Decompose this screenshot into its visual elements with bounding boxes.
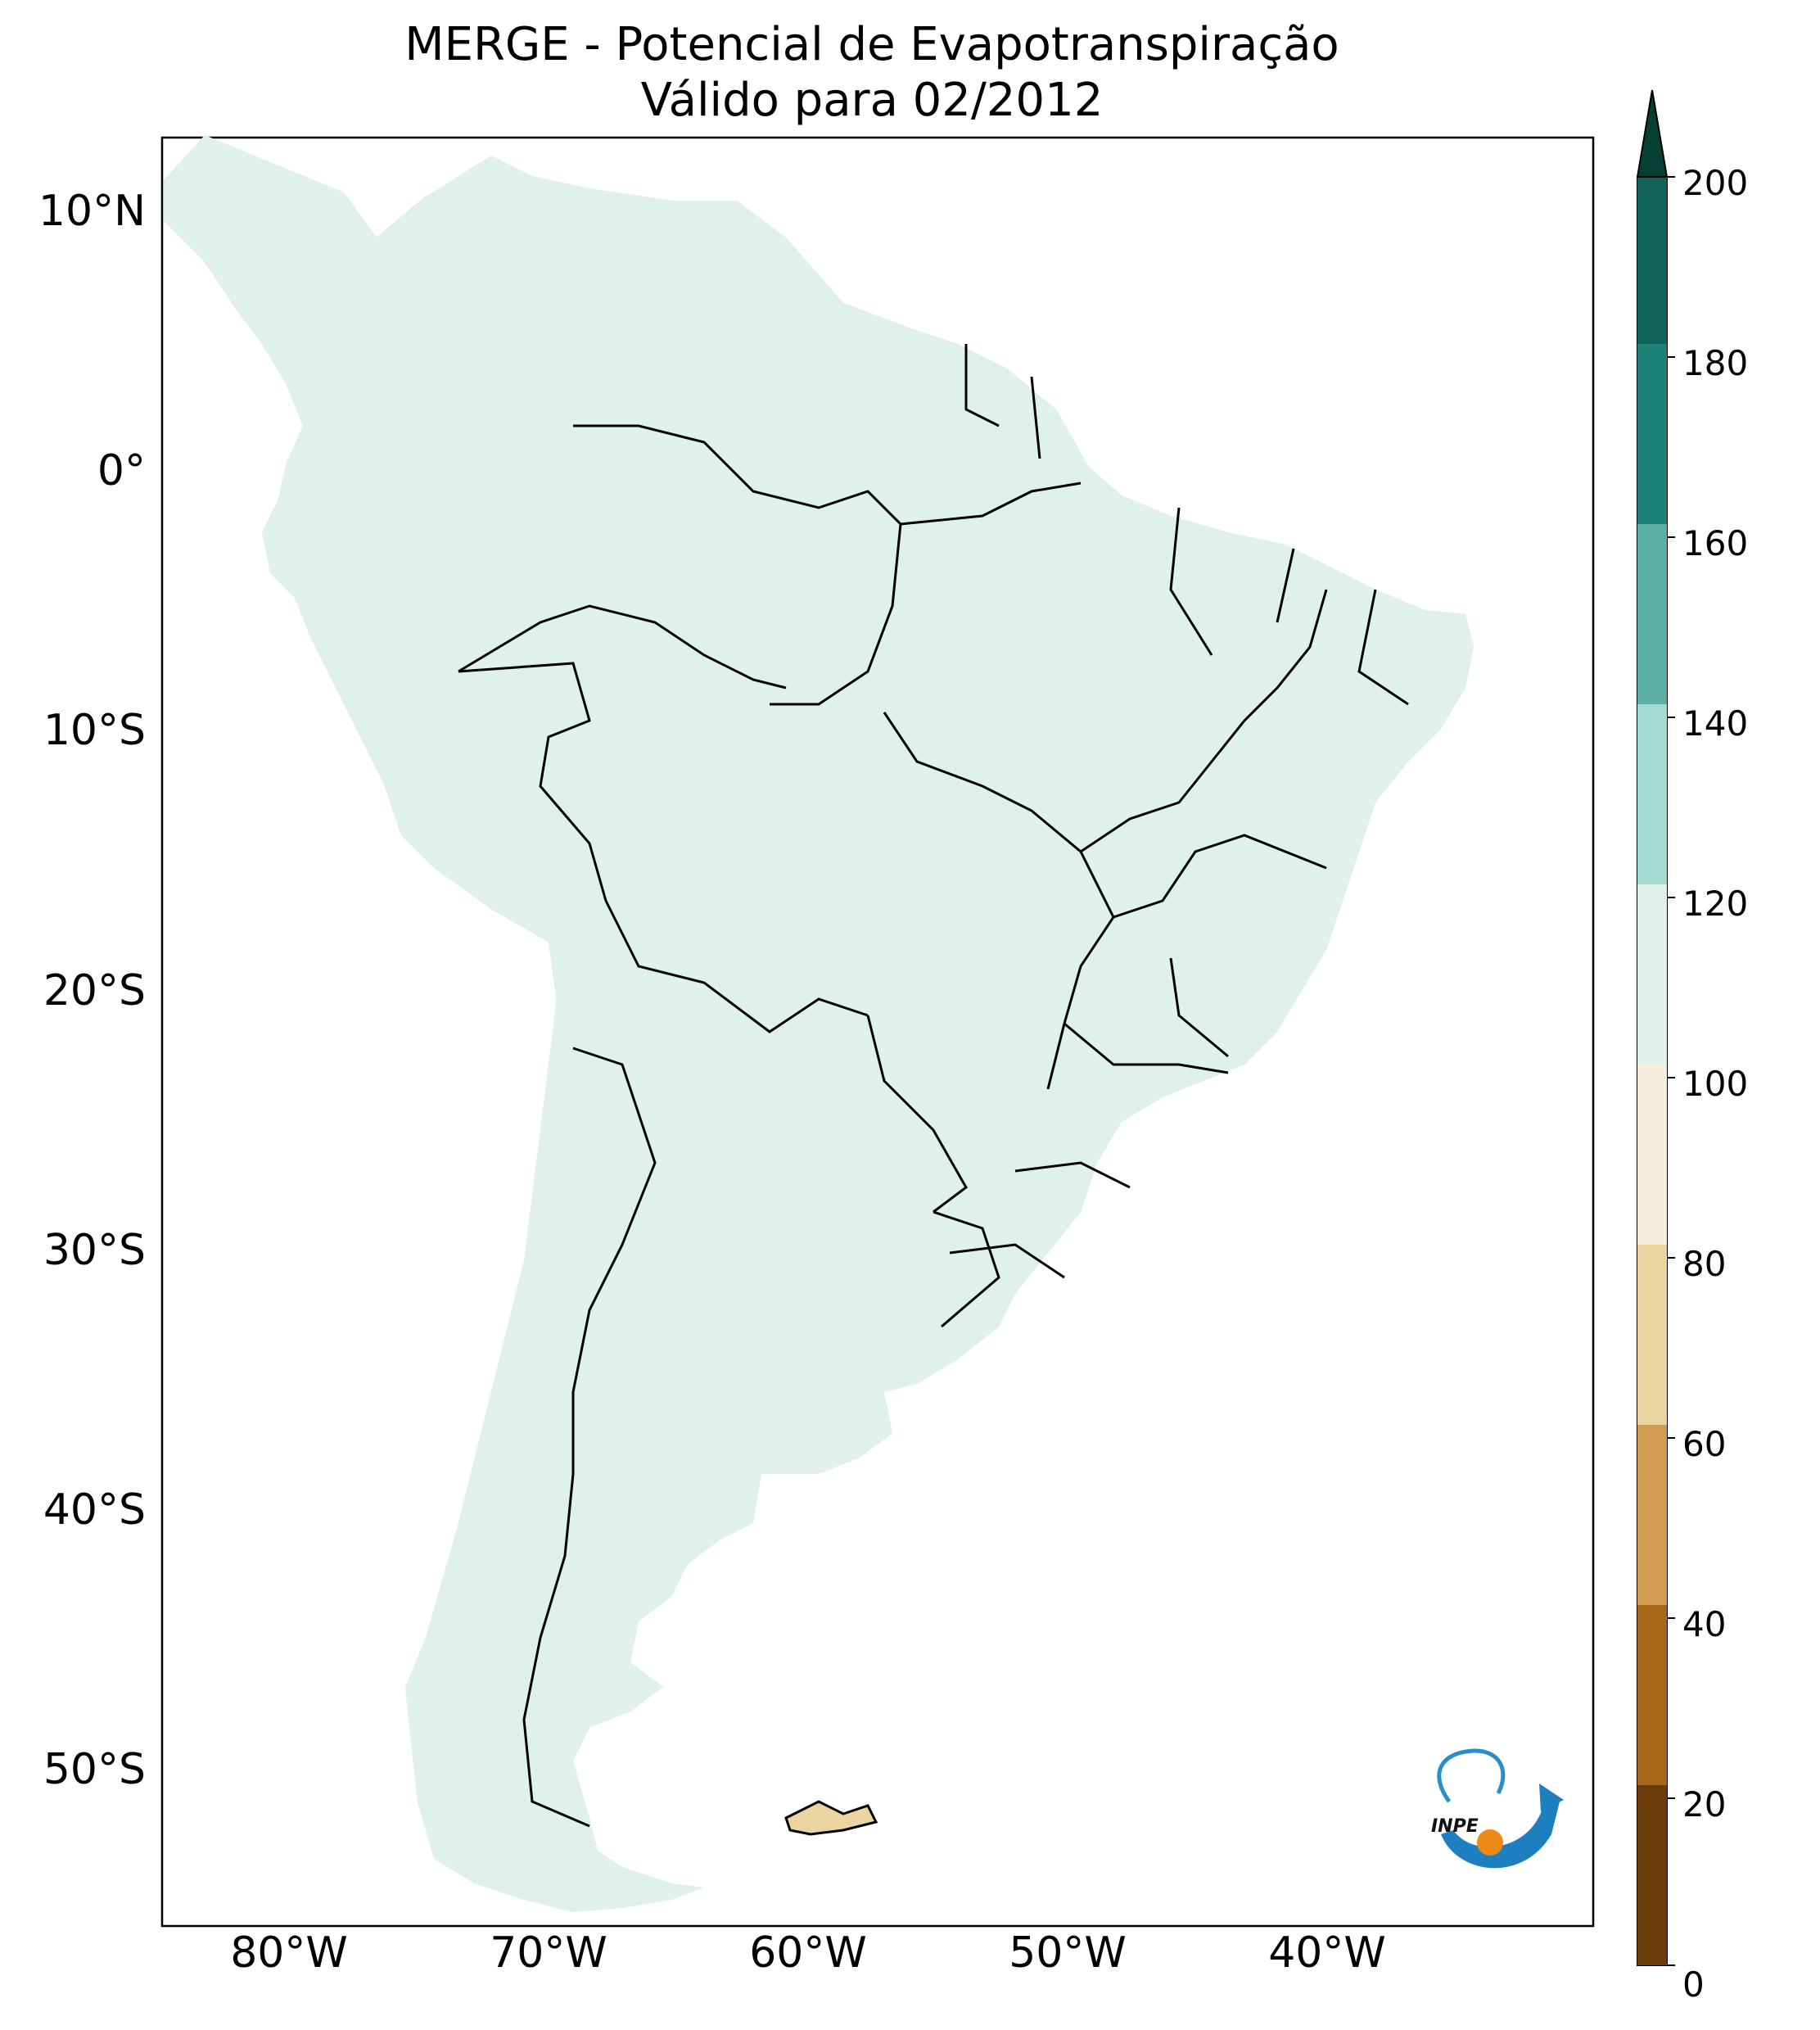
logo-arrow-head [1539, 1784, 1564, 1811]
colorbar-segment [1637, 524, 1667, 704]
colorbar-tick-20: 20 [1682, 1784, 1727, 1824]
logo-arrow-swoosh [1441, 1802, 1560, 1869]
colorbar-segment [1637, 344, 1667, 524]
colorbar-ticks [1667, 176, 1675, 1966]
lon-label-80w: 80°W [230, 1928, 348, 1978]
logo-orange-dot [1477, 1829, 1503, 1856]
inpe-logo: INPE [1431, 1748, 1564, 1869]
colorbar-tick-100: 100 [1682, 1064, 1749, 1104]
lat-label-20s: 20°S [43, 966, 146, 1015]
colorbar-extend-arrow [1636, 89, 1669, 178]
lon-label-40w: 40°W [1268, 1928, 1386, 1978]
lat-label-10s: 10°S [43, 706, 146, 755]
lat-label-10n: 10°N [38, 187, 146, 236]
country-borders [162, 133, 1475, 1914]
colorbar [1637, 177, 1667, 1965]
lon-label-50w: 50°W [1009, 1928, 1127, 1978]
colorbar-tick-120: 120 [1682, 884, 1749, 924]
colorbar-tick-200: 200 [1682, 163, 1749, 203]
colorbar-tick-0: 0 [1682, 1964, 1705, 2005]
colorbar-tick-60: 60 [1682, 1424, 1727, 1464]
lat-label-50s: 50°S [43, 1745, 146, 1794]
colorbar-segment [1637, 884, 1667, 1065]
colorbar-segment [1637, 704, 1667, 884]
colorbar-segment [1637, 1245, 1667, 1425]
colorbar-tick-80: 80 [1682, 1244, 1727, 1284]
colorbar-segment [1637, 177, 1667, 344]
colorbar-tick-40: 40 [1682, 1604, 1727, 1644]
lat-label-0: 0° [97, 446, 146, 495]
map-subtitle: Válido para 02/2012 [640, 74, 1104, 127]
colorbar-tick-180: 180 [1682, 343, 1749, 383]
map-title: MERGE - Potencial de Evapotranspiração [404, 18, 1339, 71]
lon-label-70w: 70°W [490, 1928, 607, 1978]
falkland-islands [784, 1800, 878, 1836]
colorbar-segment [1637, 1605, 1667, 1785]
logo-text: INPE [1431, 1816, 1479, 1837]
colorbar-tick-140: 140 [1682, 703, 1749, 744]
colorbar-tick-160: 160 [1682, 523, 1749, 563]
colorbar-segment [1637, 1065, 1667, 1245]
colorbar-segment [1637, 1785, 1667, 1965]
lon-label-60w: 60°W [749, 1928, 867, 1978]
lat-label-40s: 40°S [43, 1485, 146, 1535]
lat-label-30s: 30°S [43, 1226, 146, 1275]
colorbar-segment [1637, 1425, 1667, 1605]
